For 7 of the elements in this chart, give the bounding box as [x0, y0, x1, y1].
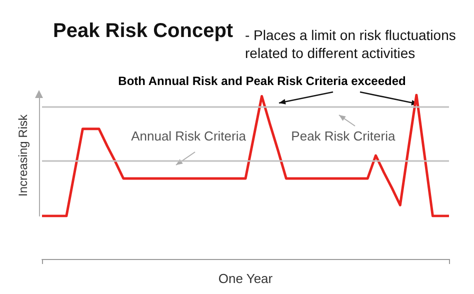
text: Both Annual Risk and Peak Risk Criteria exceeded — [118, 74, 406, 88]
ref-line-label: Annual Risk Criteria — [131, 128, 247, 144]
chart-subtitle: - Places a limit on risk fluctuations related to different activities — [245, 27, 460, 61]
y-axis-title: Increasing Risk — [16, 113, 30, 197]
ref-line-label: Peak Risk Criteria — [291, 128, 396, 144]
x-axis-title: One Year — [218, 271, 274, 286]
chart-title: Peak Risk Concept — [53, 20, 234, 42]
